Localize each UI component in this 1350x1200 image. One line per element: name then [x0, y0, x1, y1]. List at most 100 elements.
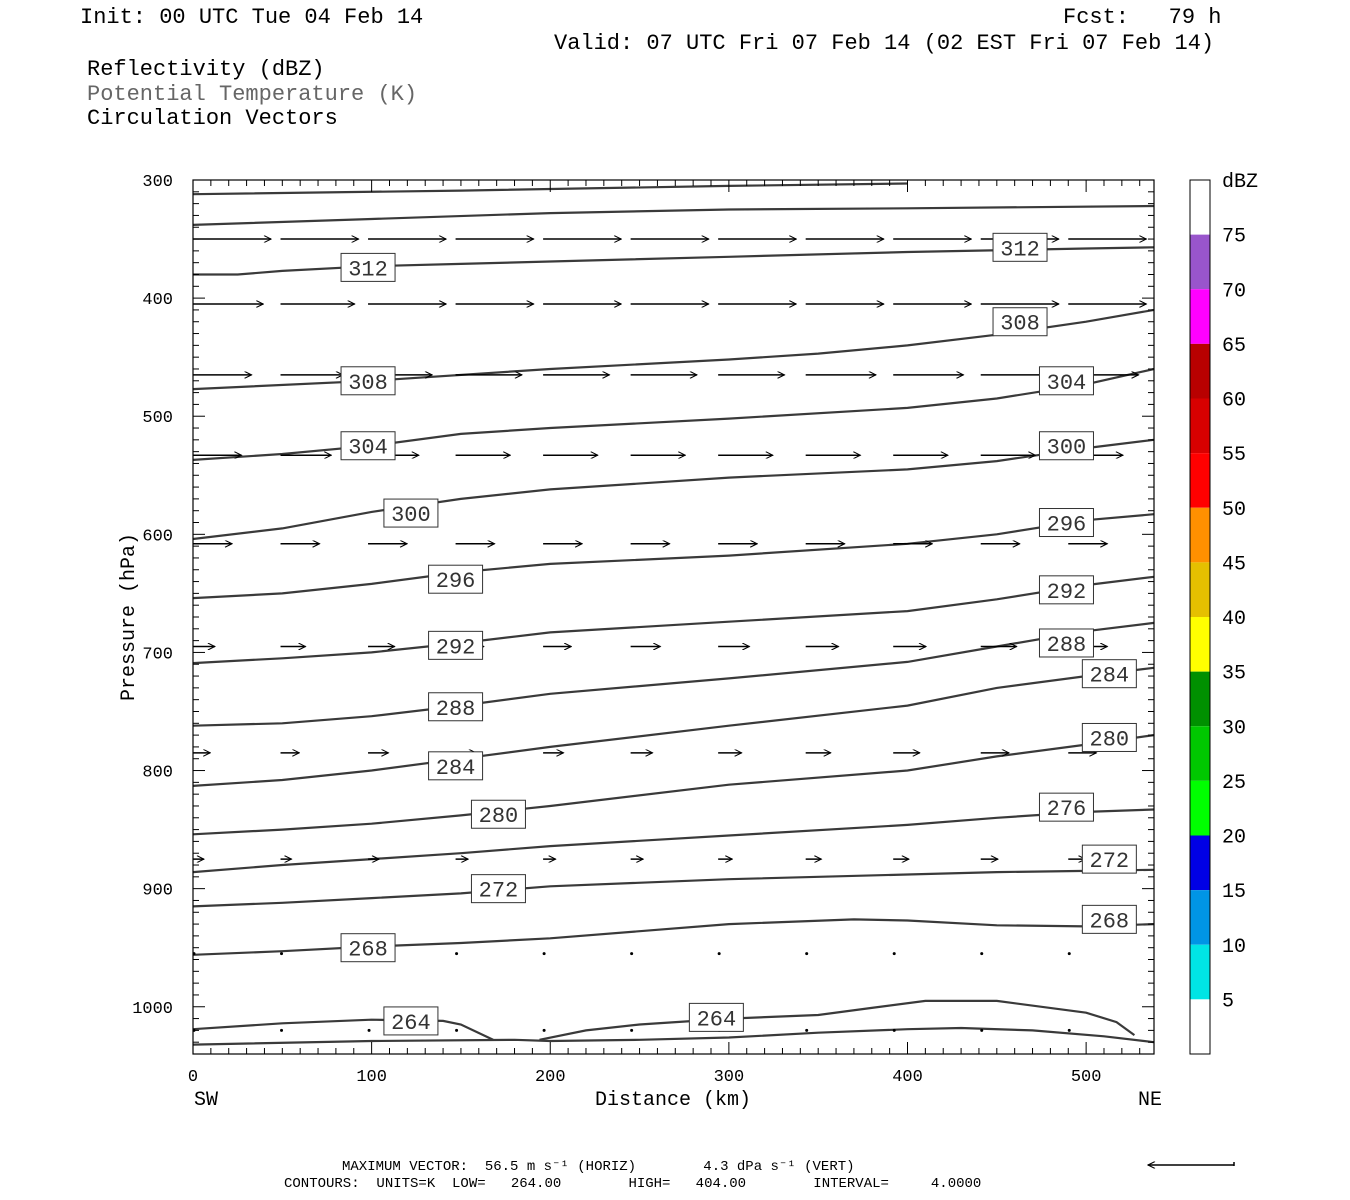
- colorbar-segment: [1190, 453, 1210, 508]
- vector-dot: [542, 1028, 546, 1032]
- contour-label-box: [340, 431, 396, 461]
- axes: 300 400 500 600 700 800 900 1000 0 100 200 300 400 50…: [132, 173, 1155, 1087]
- colorbar-segment: [1190, 617, 1210, 672]
- contour-label-box: [340, 933, 396, 963]
- contour-line: [192, 918, 1155, 956]
- colorbar-segment: [1190, 835, 1210, 891]
- colorbar-label: 70: [1222, 280, 1246, 303]
- vector-dot: [980, 952, 984, 956]
- colorbar-label: 5: [1222, 990, 1234, 1013]
- colorbar: 5 10 15 20 25 30 35 40 45 50 55 60 65 70 75: [1189, 179, 1246, 1055]
- contour-line: [192, 868, 1155, 908]
- vector-dot: [1067, 1028, 1071, 1032]
- contour-label: 280: [1090, 727, 1130, 752]
- contour-label: 268: [1090, 909, 1130, 934]
- contour-line: [192, 1018, 494, 1041]
- y-tick-label: 900: [142, 882, 173, 901]
- contour-line: [192, 621, 1155, 727]
- y-tick-label: 1000: [132, 1000, 173, 1019]
- x-tick-label: 200: [535, 1068, 566, 1087]
- contour-label: 308: [1000, 312, 1040, 337]
- legend-reflectivity: Reflectivity (dBZ): [87, 57, 325, 82]
- colorbar-segment: [1190, 671, 1210, 727]
- contours-note: CONTOURS: UNITS=K LOW= 264.00 HIGH= 404.…: [284, 1176, 982, 1192]
- contour-label: 288: [1047, 633, 1087, 658]
- colorbar-label: 60: [1222, 390, 1246, 413]
- contour-label: 276: [1047, 797, 1087, 822]
- x-tick-label: 0: [188, 1068, 198, 1087]
- colorbar-label: 65: [1222, 335, 1246, 358]
- contour-label-box: [1038, 366, 1094, 396]
- contour-label-box: [1038, 508, 1094, 538]
- colorbar-segment: [1190, 234, 1210, 290]
- vector-dot: [455, 1028, 459, 1032]
- colorbar-segment: [1190, 180, 1210, 235]
- colorbar-label: 20: [1222, 827, 1246, 850]
- x-tick-label: 300: [714, 1068, 745, 1087]
- contour-label: 272: [479, 879, 519, 904]
- contour-label: 264: [697, 1007, 737, 1032]
- contour-line: [539, 999, 1136, 1041]
- contour-label-box: [470, 874, 526, 904]
- y-tick-label: 300: [142, 173, 173, 192]
- contour-label: 272: [1090, 849, 1130, 874]
- contour-label-box: [1081, 659, 1137, 689]
- contour-label: 296: [1047, 513, 1087, 538]
- y-tick-label: 500: [142, 409, 173, 428]
- contour-label: 280: [479, 804, 519, 829]
- contour-label: 304: [348, 436, 388, 461]
- contour-label: 264: [391, 1011, 431, 1036]
- x-tick-label: 100: [356, 1068, 387, 1087]
- valid-time: Valid: 07 UTC Fri 07 Feb 14 (02 EST Fri …: [554, 31, 1215, 56]
- contour-label-box: [1081, 844, 1137, 874]
- vector-dot: [280, 1028, 284, 1032]
- contour-label: 284: [1090, 664, 1130, 689]
- colorbar-segment: [1190, 343, 1210, 399]
- init-time: Init: 00 UTC Tue 04 Feb 14: [80, 5, 424, 30]
- colorbar-segment: [1190, 289, 1210, 344]
- contour-line: [192, 1026, 1155, 1046]
- contour-line: [192, 808, 1155, 874]
- contour-label-box: [1038, 431, 1094, 461]
- colorbar-label: 10: [1222, 936, 1246, 959]
- colorbar-segment: [1190, 780, 1210, 836]
- contour-label-box: [470, 799, 526, 829]
- vector-dot: [630, 1028, 634, 1032]
- reference-vector: [1148, 1162, 1235, 1166]
- colorbar-label: 75: [1222, 226, 1246, 249]
- vector-dot: [630, 952, 634, 956]
- contour-label-box: [428, 692, 484, 722]
- y-tick-label: 700: [142, 645, 173, 664]
- vector-dot: [367, 1028, 371, 1032]
- contour-label: 268: [348, 938, 388, 963]
- contour-label: 308: [348, 371, 388, 396]
- contour-label-box: [340, 366, 396, 396]
- contour-line: [192, 204, 1155, 226]
- x-tick-label: 500: [1071, 1068, 1102, 1087]
- contour-label-box: [688, 1002, 744, 1032]
- vector-dot: [892, 952, 896, 956]
- colorbar-segment: [1190, 562, 1210, 617]
- forecast-hour: Fcst: 79 h: [1063, 5, 1222, 30]
- contour-label-box: [1081, 904, 1137, 934]
- colorbar-segment: [1190, 398, 1210, 454]
- max-vector-note: MAXIMUM VECTOR: 56.5 m s⁻¹ (HORIZ) 4.3 d…: [342, 1159, 855, 1175]
- contour-label: 292: [1047, 580, 1087, 605]
- contour-label: 292: [436, 635, 476, 660]
- vector-dot: [542, 952, 546, 956]
- vector-dot: [717, 952, 721, 956]
- y-tick-label: 600: [142, 527, 173, 546]
- vector-dot: [805, 952, 809, 956]
- contour-label: 288: [436, 697, 476, 722]
- vector-dot: [892, 1028, 896, 1032]
- contour-label-box: [428, 630, 484, 660]
- colorbar-label: 35: [1222, 663, 1246, 686]
- vector-dot: [280, 952, 284, 956]
- colorbar-segment: [1190, 507, 1210, 563]
- contour-label-box: [1038, 792, 1094, 822]
- contour-line: [192, 734, 1155, 836]
- contour-label: 304: [1047, 371, 1087, 396]
- contour-label: 300: [391, 503, 431, 528]
